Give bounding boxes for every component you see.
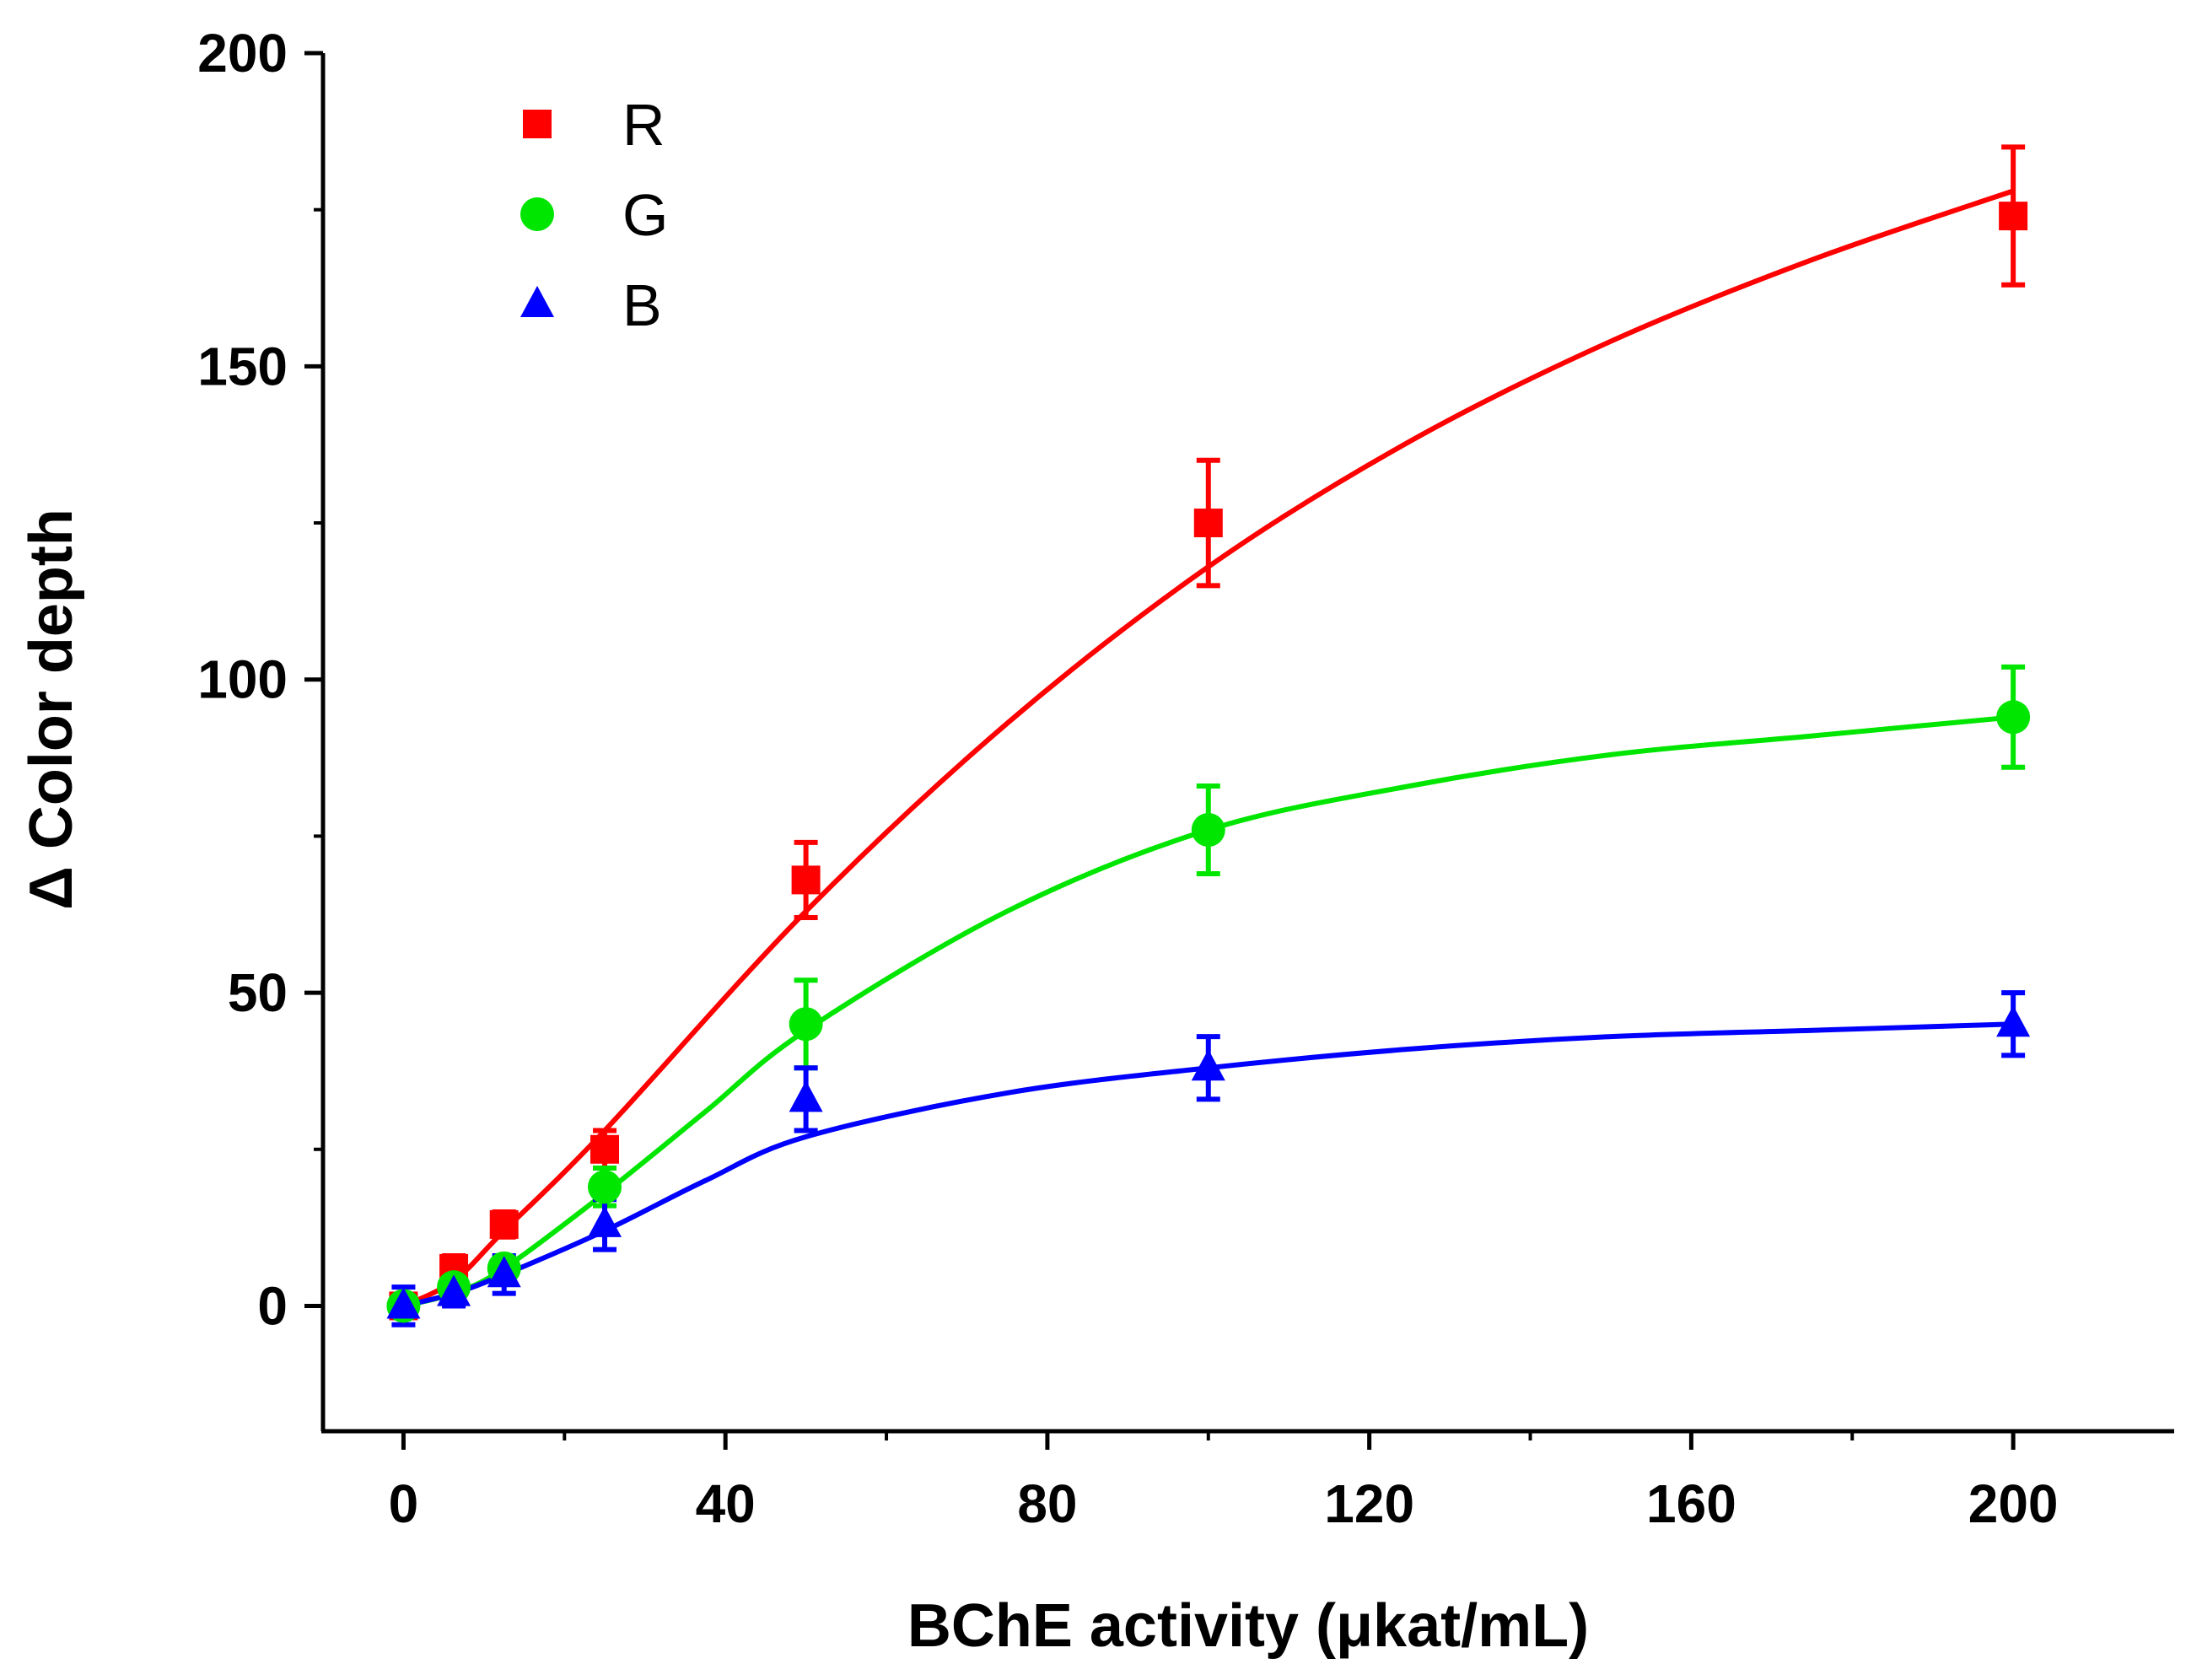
data-point-b xyxy=(487,1256,521,1288)
data-point-g xyxy=(1996,700,2031,735)
data-point-b xyxy=(437,1274,471,1306)
y-tick-label: 150 xyxy=(197,336,288,396)
y-tick-label: 200 xyxy=(197,23,288,83)
data-point-g xyxy=(1191,812,1225,847)
data-point-r xyxy=(791,865,821,895)
data-point-r xyxy=(1999,202,2028,231)
y-tick-label: 50 xyxy=(228,962,288,1023)
data-point-b xyxy=(1996,1005,2031,1037)
legend-label-r: R xyxy=(622,92,665,158)
legend: RGB xyxy=(520,92,668,338)
y-tick-label: 0 xyxy=(257,1275,288,1336)
legend-label-b: B xyxy=(622,272,662,338)
y-tick-label: 100 xyxy=(197,649,288,710)
legend-marker-g xyxy=(520,197,554,231)
y-axis-title: Δ Color depth xyxy=(18,509,85,910)
data-markers xyxy=(386,202,2031,1323)
fit-curve-r xyxy=(402,188,2015,1309)
data-point-r xyxy=(590,1134,620,1164)
legend-marker-b xyxy=(520,285,554,317)
axes: 0 50 100 150 200 0 40 80 120 160 200 xyxy=(197,23,2174,1534)
x-axis-title: BChE activity (μkat/mL) xyxy=(907,1592,1589,1660)
fit-curve-g xyxy=(402,714,2014,1309)
data-point-b xyxy=(1191,1049,1225,1081)
x-tick-label: 120 xyxy=(1324,1473,1414,1534)
x-tick-label: 0 xyxy=(389,1473,419,1534)
legend-label-g: G xyxy=(622,182,668,248)
data-point-g xyxy=(588,1170,622,1204)
x-tick-label: 80 xyxy=(1017,1473,1077,1534)
data-point-r xyxy=(489,1209,519,1239)
fit-curves xyxy=(402,188,2015,1309)
x-tick-label: 200 xyxy=(1968,1473,2059,1534)
x-tick-label: 160 xyxy=(1646,1473,1736,1534)
legend-marker-r xyxy=(523,110,552,138)
data-point-b xyxy=(386,1287,421,1319)
data-point-r xyxy=(1193,509,1223,538)
data-point-g xyxy=(789,1007,823,1042)
data-point-b xyxy=(588,1205,622,1237)
fit-curve-b xyxy=(402,1021,2014,1309)
x-tick-label: 40 xyxy=(696,1473,756,1534)
data-point-b xyxy=(789,1080,823,1112)
